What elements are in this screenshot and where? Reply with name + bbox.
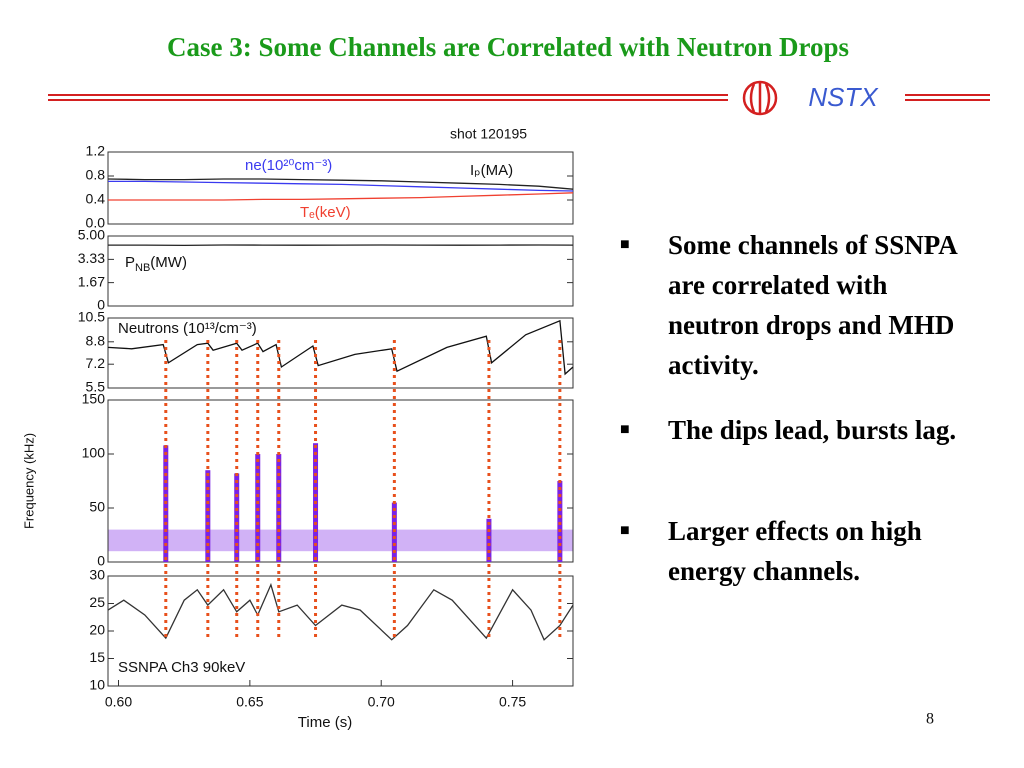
annotation: SSNPA Ch3 90keV: [118, 659, 245, 676]
label-part: (MW): [150, 254, 187, 271]
label-sub: NB: [135, 262, 150, 274]
plot-frame: [107, 317, 574, 389]
y-tick-label: 0.4: [86, 191, 106, 207]
series-line: [107, 582, 574, 641]
y-tick-label: 8.8: [86, 333, 106, 349]
y-tick-label: 30: [89, 567, 105, 583]
header-rule: [48, 94, 990, 101]
bullet: ■ The dips lead, bursts lag.: [620, 410, 965, 450]
y-tick-label: 0: [97, 297, 105, 313]
logo-text: NSTX: [808, 82, 879, 112]
legend-label: ne(10²⁰cm⁻³): [245, 157, 332, 174]
bullet: ■ Larger effects on high energy channels.: [620, 511, 965, 591]
burst: [486, 518, 492, 562]
page-number: 8: [926, 711, 934, 728]
x-tick-label: 0.75: [499, 694, 526, 710]
x-axis-label: Time (s): [298, 714, 352, 731]
y-tick-label: 20: [89, 622, 105, 638]
label-part: P: [125, 254, 135, 271]
legend-label: Neutrons (10¹³/cm⁻³): [118, 320, 257, 337]
bullet-text: The dips lead, bursts lag.: [668, 415, 957, 445]
x-tick-label: 0.60: [105, 694, 132, 710]
y-tick-label: 5.5: [86, 379, 106, 395]
slide-title: Case 3: Some Channels are Correlated wit…: [167, 32, 849, 62]
y-tick-label: 15: [89, 649, 105, 665]
y-tick-label: 10.5: [78, 309, 105, 325]
burst: [557, 481, 563, 562]
bullet: ■ Some channels of SSNPA are correlated w…: [620, 225, 965, 385]
x-tick-label: 0.70: [368, 694, 395, 710]
annotation: shot 120195: [450, 126, 527, 142]
bullet-text: Some channels of SSNPA are correlated wi…: [668, 230, 957, 380]
y-tick-label: 3.33: [78, 250, 105, 266]
plot-frame: [107, 235, 574, 307]
y-tick-label: 0.0: [86, 215, 106, 231]
y-axis-label: Frequency (kHz): [21, 433, 36, 529]
y-tick-label: 10: [89, 677, 105, 693]
legend-label: Iₚ(MA): [470, 162, 513, 179]
legend-label: Tₑ(keV): [300, 204, 351, 221]
plot-frame: [107, 399, 574, 563]
y-tick-label: 0: [97, 553, 105, 569]
series-line: [107, 319, 574, 376]
y-tick-label: 100: [82, 445, 106, 461]
spectrum-band: [108, 529, 573, 552]
legend-label: PNB(MW): [125, 254, 187, 274]
plot-frame: [107, 151, 574, 225]
y-tick-label: 1.67: [78, 273, 105, 289]
y-tick-label: 1.2: [86, 143, 106, 159]
y-tick-label: 5.00: [78, 227, 105, 243]
burst: [391, 502, 397, 562]
y-tick-label: 25: [89, 594, 105, 610]
series-line: [108, 192, 574, 201]
y-tick-label: 150: [82, 391, 106, 407]
series-line: [108, 180, 574, 192]
x-tick-label: 0.65: [236, 694, 263, 710]
y-tick-label: 7.2: [86, 355, 106, 371]
y-tick-label: 0.8: [86, 167, 106, 183]
logo: [742, 80, 778, 116]
series-line: [107, 178, 574, 190]
y-tick-label: 50: [89, 499, 105, 515]
bullet-text: Larger effects on high energy channels.: [668, 516, 922, 586]
